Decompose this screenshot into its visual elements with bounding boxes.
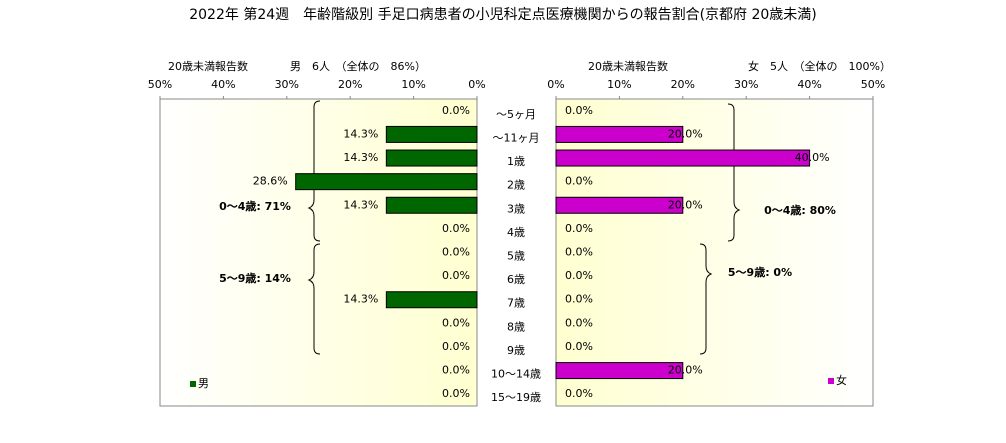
value-label: 14.3% (343, 293, 378, 306)
value-label: 28.6% (253, 175, 288, 188)
category-label: 7歳 (507, 297, 525, 310)
x-tick-label: 30% (275, 78, 299, 91)
value-label: 0.0% (565, 316, 593, 329)
value-label: 0.0% (565, 104, 593, 117)
value-label: 0.0% (565, 222, 593, 235)
value-label: 14.3% (343, 127, 378, 140)
value-label: 0.0% (442, 222, 470, 235)
annotation: 0～4歳: 80% (764, 203, 836, 217)
value-label: 40.0% (795, 151, 830, 164)
value-label: 0.0% (565, 387, 593, 400)
category-label: 6歳 (507, 273, 525, 286)
value-label: 0.0% (442, 269, 470, 282)
category-label: 5歳 (507, 250, 525, 263)
annotation: 5～9歳: 0% (728, 265, 792, 279)
bar (385, 196, 478, 214)
x-tick-label: 0% (547, 78, 564, 91)
value-label: 0.0% (565, 175, 593, 188)
value-label: 0.0% (442, 316, 470, 329)
bar (555, 149, 811, 167)
value-label: 0.0% (565, 246, 593, 259)
x-tick-label: 10% (607, 78, 631, 91)
value-label: 0.0% (565, 340, 593, 353)
category-label: 8歳 (507, 320, 525, 333)
x-tick-label: 50% (148, 78, 172, 91)
x-tick-label: 50% (861, 78, 885, 91)
x-tick-label: 20% (671, 78, 695, 91)
legend-label: 女 (836, 373, 847, 387)
category-label: 4歳 (507, 226, 525, 239)
value-label: 20.0% (668, 198, 703, 211)
legend-swatch (828, 378, 834, 384)
bar (385, 125, 478, 143)
bar (385, 149, 478, 167)
value-label: 20.0% (668, 127, 703, 140)
x-tick-label: 20% (338, 78, 362, 91)
axis-label: 20歳未満報告数 (168, 60, 248, 73)
value-label: 14.3% (343, 198, 378, 211)
bar (555, 362, 684, 380)
bracket (307, 243, 321, 355)
category-label: 3歳 (507, 202, 525, 215)
value-label: 0.0% (442, 246, 470, 259)
chart-title: 2022年 第24週 年齢階級別 手足口病患者の小児科定点医療機関からの報告割合… (189, 6, 817, 23)
bar (385, 291, 478, 309)
axis-label: 20歳未満報告数 (588, 60, 668, 73)
category-label: ～5ヶ月 (496, 108, 536, 121)
value-label: 0.0% (442, 387, 470, 400)
value-label: 0.0% (442, 104, 470, 117)
value-label: 20.0% (668, 364, 703, 377)
bracket (727, 103, 741, 242)
category-label: 2歳 (507, 179, 525, 192)
category-label: 1歳 (507, 155, 525, 168)
plot-area (555, 98, 874, 407)
category-label: 9歳 (507, 344, 525, 357)
series-header: 女 5人 （全体の 100%） (748, 59, 891, 73)
x-tick-label: 40% (797, 78, 821, 91)
category-label: 15～19歳 (491, 391, 541, 404)
plot-area (159, 98, 478, 407)
value-label: 0.0% (565, 269, 593, 282)
value-label: 0.0% (565, 293, 593, 306)
category-label: ～11ヶ月 (493, 131, 540, 144)
category-label: 10～14歳 (491, 368, 541, 381)
x-tick-label: 40% (211, 78, 235, 91)
bracket (307, 100, 321, 242)
value-label: 0.0% (442, 340, 470, 353)
value-label: 14.3% (343, 151, 378, 164)
legend-label: 男 (198, 377, 209, 390)
x-tick-label: 30% (734, 78, 758, 91)
value-label: 0.0% (442, 364, 470, 377)
annotation: 0～4歳: 71% (219, 199, 291, 213)
series-header: 男 6人 （全体の 86%） (290, 59, 426, 73)
bar (555, 125, 684, 143)
bar (295, 173, 478, 191)
legend-swatch (190, 381, 196, 387)
bar (555, 196, 684, 214)
bracket (699, 243, 713, 355)
x-tick-label: 0% (468, 78, 485, 91)
annotation: 5～9歳: 14% (219, 271, 291, 285)
x-tick-label: 10% (401, 78, 425, 91)
